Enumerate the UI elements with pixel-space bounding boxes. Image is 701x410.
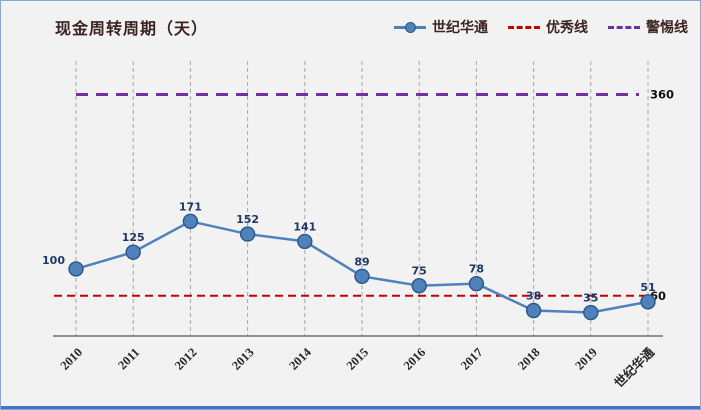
- data-point: [640, 294, 656, 310]
- dashed-line-swatch: [508, 25, 540, 29]
- data-point: [297, 233, 313, 250]
- data-label: 75: [412, 265, 427, 278]
- data-point: [583, 304, 599, 321]
- legend-label: 警惕线: [646, 21, 688, 36]
- x-tick-label: 2019: [572, 345, 600, 373]
- bottom-accent-bar: [1, 406, 700, 409]
- marker-dot: [405, 21, 416, 33]
- line-marker-swatch: [394, 21, 426, 33]
- data-point: [468, 275, 485, 292]
- data-point: [239, 226, 256, 242]
- x-tick-label: 2017: [458, 345, 486, 373]
- x-tick-label: 2012: [172, 345, 200, 373]
- x-tick-label: 2016: [401, 345, 429, 373]
- x-tick-label: 2013: [229, 345, 257, 373]
- data-point: [525, 302, 542, 319]
- data-label: 125: [122, 231, 145, 244]
- reference-line-label: 360: [650, 88, 674, 102]
- data-label: 51: [640, 281, 655, 294]
- legend-item-series[interactable]: 世纪华通: [394, 17, 488, 37]
- x-tick-label: 2015: [344, 345, 372, 373]
- data-point: [125, 244, 141, 260]
- data-label: 171: [179, 200, 202, 213]
- dashed-line-swatch: [608, 25, 640, 29]
- data-label: 89: [354, 255, 369, 268]
- data-label: 141: [293, 220, 316, 233]
- data-label: 152: [236, 213, 259, 226]
- chart-title: 现金周转周期（天）: [55, 21, 209, 38]
- x-tick-label: 2018: [515, 345, 543, 373]
- legend-item-excellent-line[interactable]: 优秀线: [508, 17, 588, 37]
- data-label: 38: [526, 290, 541, 303]
- x-tick-label: 2014: [286, 345, 314, 373]
- legend: 世纪华通 优秀线 警惕线: [374, 17, 688, 37]
- x-tick-label: 世纪华通: [611, 344, 657, 390]
- x-tick-label: 2010: [58, 345, 86, 373]
- x-tick-label: 2011: [115, 345, 142, 372]
- data-point: [182, 213, 199, 230]
- legend-label: 世纪华通: [432, 21, 488, 36]
- data-label: 100: [42, 254, 65, 267]
- data-point: [68, 261, 84, 277]
- legend-item-warning-line[interactable]: 警惕线: [608, 17, 688, 37]
- data-label: 35: [583, 292, 598, 305]
- data-label: 78: [469, 263, 484, 276]
- data-point: [411, 277, 427, 294]
- data-point: [354, 268, 370, 285]
- legend-label: 优秀线: [546, 21, 588, 36]
